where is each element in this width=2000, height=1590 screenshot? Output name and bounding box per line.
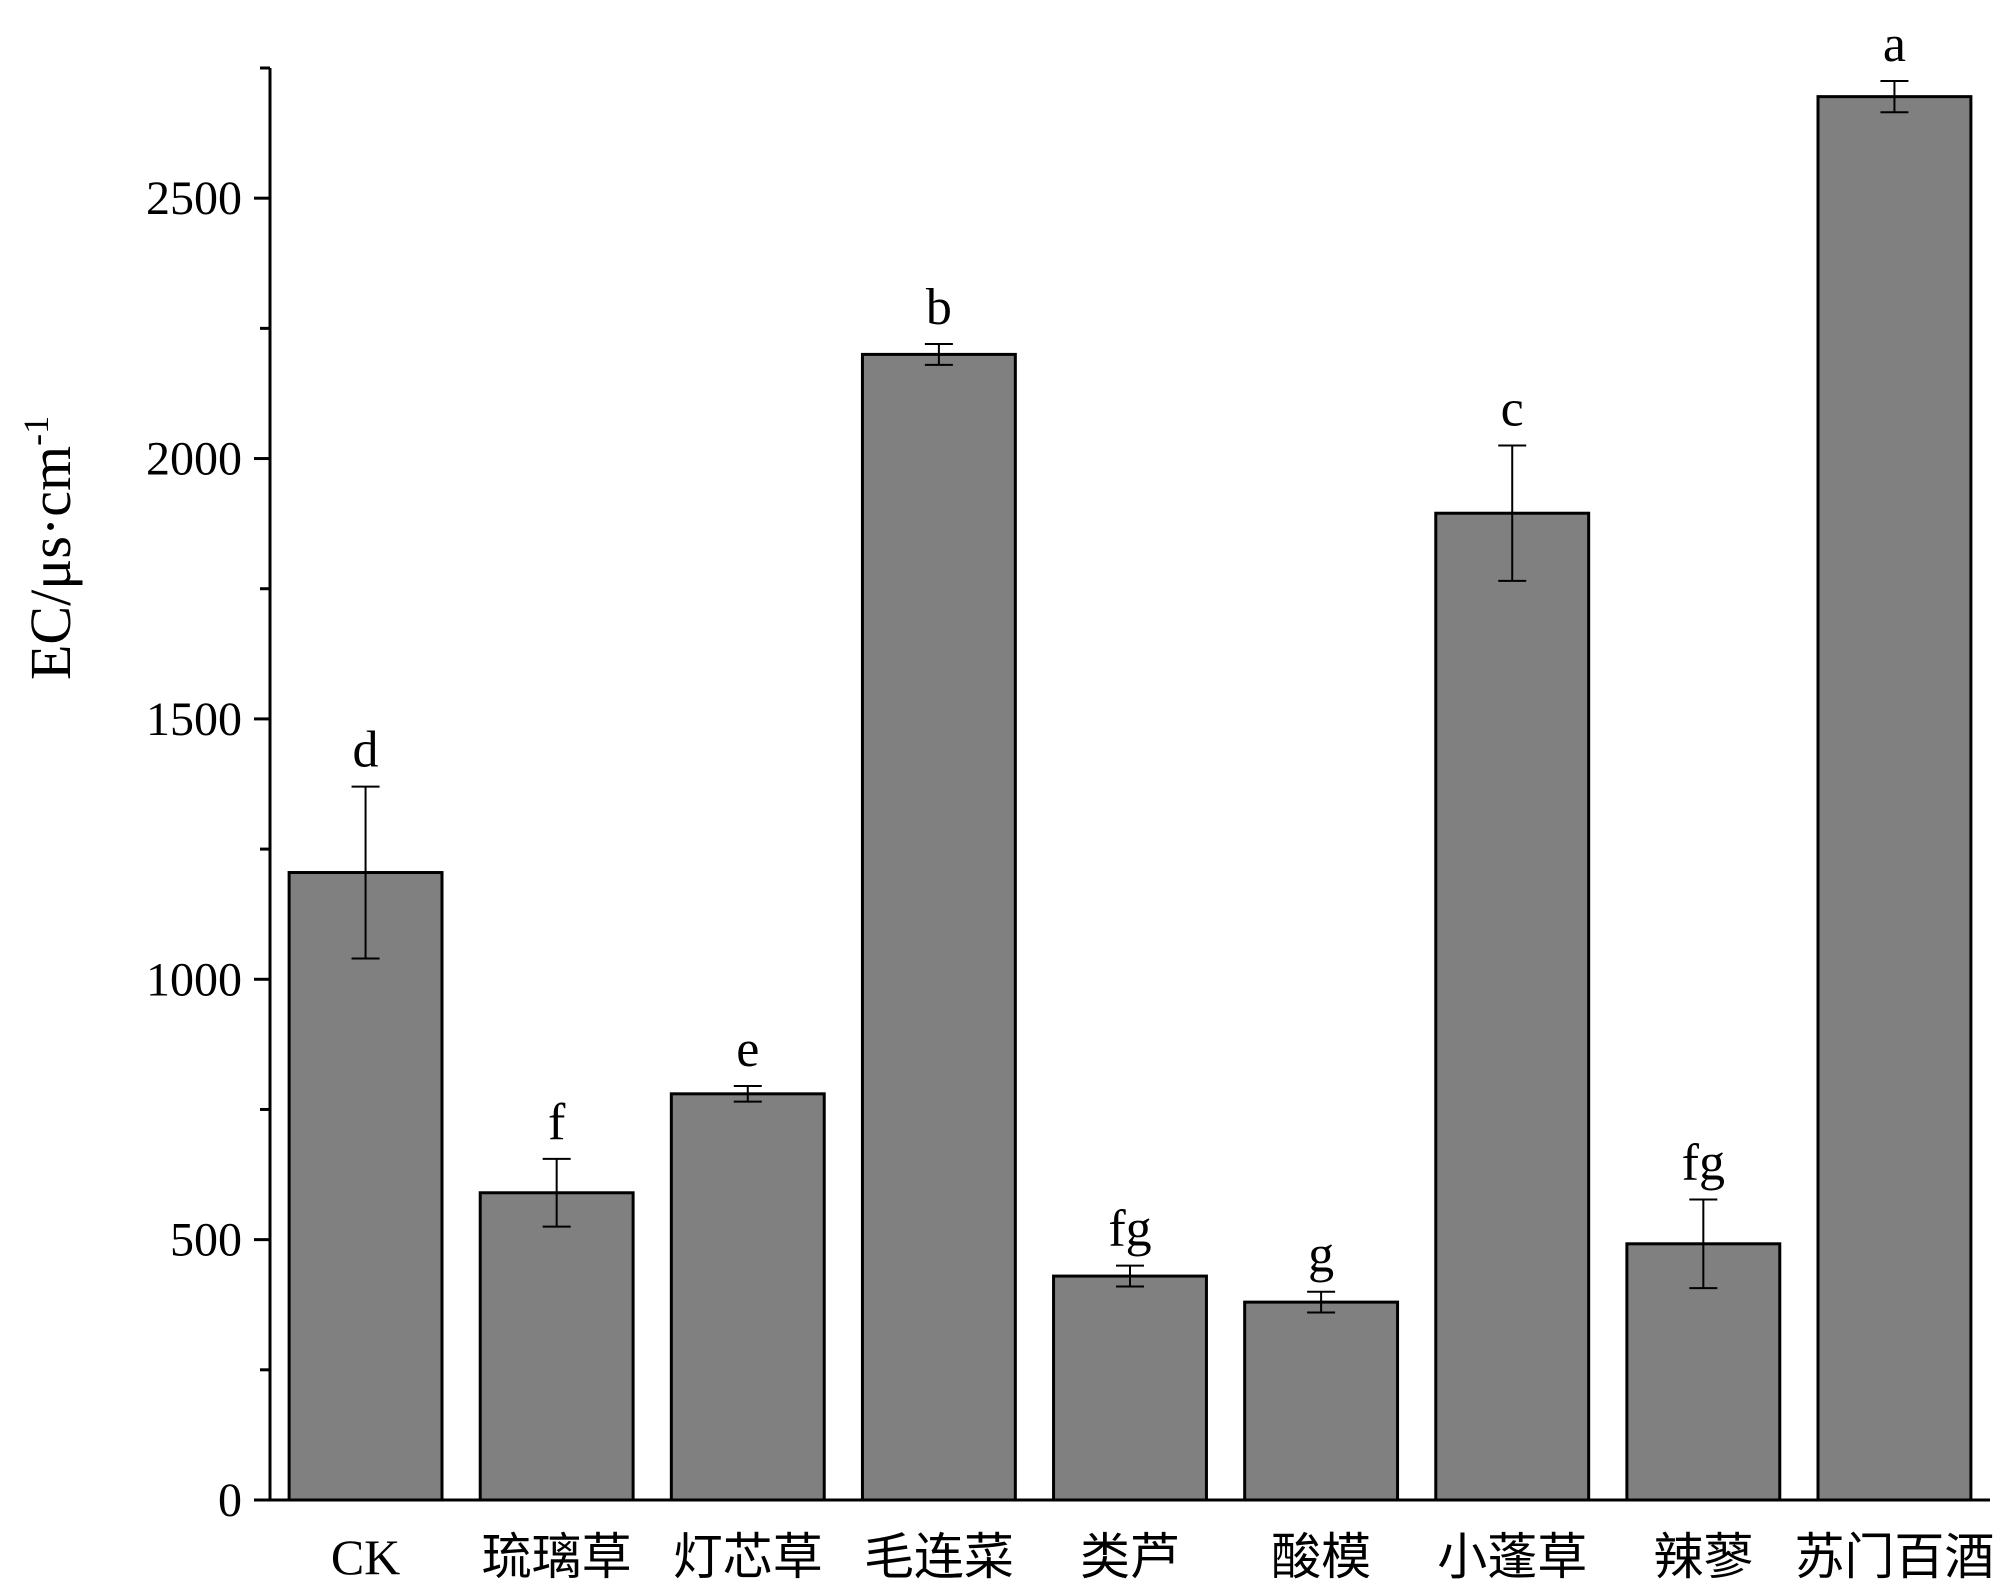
x-tick-label: 酸模 (1271, 1529, 1371, 1585)
x-tick-label: 毛连菜 (864, 1529, 1014, 1585)
bars (287, 80, 1973, 1502)
significance-label: fg (1108, 1201, 1151, 1258)
y-axis-label-text: EC/μs·cm (18, 446, 83, 680)
bar (1052, 1274, 1208, 1502)
x-tick-label: CK (331, 1529, 400, 1585)
x-tick-label: 琉璃草 (482, 1529, 632, 1585)
y-tick-label: 2500 (146, 172, 242, 225)
bar (287, 871, 444, 1502)
x-tick-label: 苏门百酒 (1794, 1529, 1994, 1585)
labels: d CK f 琉璃草 e 灯芯草 b 毛连菜 fg 类芦 g 酸模 c 小蓬草 fg 辣蓼 a 苏门百酒 (331, 16, 1995, 1585)
significance-label: d (353, 722, 379, 779)
bar (1816, 95, 1973, 1502)
y-tick-label: 500 (170, 1214, 242, 1267)
significance-label: e (736, 1021, 759, 1078)
y-tick-label: 1000 (146, 953, 242, 1006)
bar (478, 1191, 635, 1502)
x-tick-label: 类芦 (1080, 1529, 1180, 1585)
bar (1243, 1300, 1400, 1502)
axes: 0 500 1000 1500 2000 2500 (146, 66, 1990, 1527)
y-tick-label: 1500 (146, 693, 242, 746)
x-tick-label: 小蓬草 (1437, 1529, 1587, 1585)
y-axis-label-superscript: -1 (16, 416, 56, 446)
y-tick-label: 2000 (146, 433, 242, 486)
y-tick-label: 0 (218, 1474, 242, 1527)
significance-label: b (926, 279, 952, 336)
bar (1434, 511, 1591, 1502)
bar (669, 1092, 826, 1502)
significance-label: f (548, 1094, 566, 1151)
y-axis-label: EC/μs·cm-1 (16, 416, 83, 680)
x-tick-label: 辣蓼 (1653, 1529, 1753, 1585)
significance-label: fg (1682, 1135, 1725, 1192)
x-tick-label: 灯芯草 (673, 1529, 823, 1585)
significance-label: g (1308, 1227, 1334, 1284)
significance-label: c (1501, 381, 1524, 438)
significance-label: a (1883, 16, 1906, 73)
bar (860, 352, 1017, 1502)
